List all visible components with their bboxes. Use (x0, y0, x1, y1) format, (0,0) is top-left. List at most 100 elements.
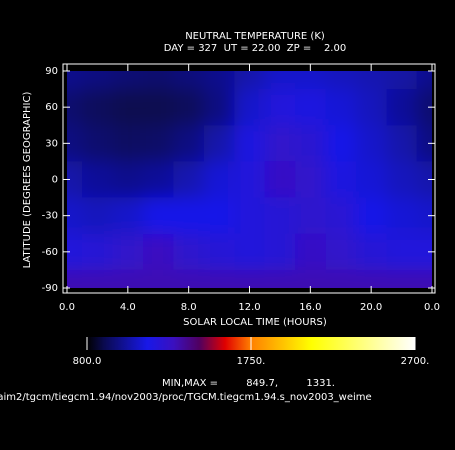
chart-title: NEUTRAL TEMPERATURE (K) (185, 31, 325, 42)
heat-cell (416, 269, 432, 288)
heat-cell (67, 269, 83, 288)
heat-cell (234, 233, 266, 271)
heat-cell (173, 71, 205, 90)
heat-cell (264, 161, 296, 199)
heatmap-clip (67, 71, 432, 288)
heat-cell (112, 161, 144, 199)
heat-cell (143, 233, 174, 271)
heat-cell (234, 71, 266, 90)
y-tick-label: 30 (45, 138, 58, 149)
heat-cell (143, 161, 174, 199)
colorbar-tick-label: 2700. (401, 356, 430, 367)
y-axis-label: LATITUDE (DEGREES GEOGRAPHIC) (22, 92, 33, 269)
heat-cell (143, 89, 174, 126)
heat-cell (295, 125, 327, 162)
x-tick-label: 0.0 (424, 302, 440, 313)
heat-cell (325, 125, 357, 162)
x-axis-label: SOLAR LOCAL TIME (HOURS) (183, 317, 327, 328)
heat-cell (264, 89, 296, 126)
colorbar-ticks: 800.0 1750. 2700. (73, 337, 430, 367)
x-tick-label: 8.0 (181, 302, 197, 313)
heat-cell (264, 233, 296, 271)
y-tick-label: -90 (42, 283, 58, 294)
heat-cell (355, 233, 387, 271)
heat-cell (82, 197, 114, 235)
heat-cell (112, 89, 144, 126)
heat-cell (143, 125, 174, 162)
heat-cell (416, 233, 432, 271)
heat-cell (82, 269, 114, 288)
colorbar-tick-label: 800.0 (73, 356, 102, 367)
y-tick-label: -60 (42, 247, 58, 258)
heat-cell (67, 233, 83, 271)
heat-cell (112, 125, 144, 162)
x-tick-label: 0.0 (59, 302, 75, 313)
heat-cell (143, 71, 174, 90)
y-tick-label: 90 (45, 66, 58, 77)
heat-cell (325, 161, 357, 199)
heat-cell (325, 89, 357, 126)
heat-cell (325, 197, 357, 235)
x-tick-label: 4.0 (120, 302, 136, 313)
minmax-label: MIN,MAX = (162, 378, 218, 389)
heat-cell (355, 71, 387, 90)
heat-cell (173, 89, 205, 126)
heat-cell (143, 197, 174, 235)
heat-cell (295, 233, 327, 271)
heat-cell (355, 269, 387, 288)
heat-cell (67, 125, 83, 162)
heat-cell (67, 71, 83, 90)
heat-cell (416, 71, 432, 90)
heat-cell (295, 161, 327, 199)
heat-cell (416, 89, 432, 126)
heat-cell (234, 89, 266, 126)
heat-cell (112, 233, 144, 271)
heat-cell (234, 161, 266, 199)
heat-cell (234, 197, 266, 235)
heat-cell (112, 71, 144, 90)
heat-cell (386, 197, 418, 235)
heat-cell (173, 125, 205, 162)
heat-cell (234, 269, 266, 288)
heat-cell (173, 233, 205, 271)
heat-cell (386, 125, 418, 162)
heat-cell (203, 197, 235, 235)
x-tick-label: 20.0 (360, 302, 382, 313)
heat-cell (386, 161, 418, 199)
heat-cell (203, 161, 235, 199)
y-tick-label: 60 (45, 102, 58, 113)
heat-cell (264, 197, 296, 235)
heat-cell (295, 197, 327, 235)
heat-cell (82, 125, 114, 162)
y-tick-label: 0 (52, 175, 58, 186)
heat-cell (386, 269, 418, 288)
heat-cell (82, 71, 114, 90)
heatmap (67, 71, 432, 288)
heat-cell (264, 125, 296, 162)
colorbar-tick-label: 1750. (237, 356, 266, 367)
heat-cell (325, 269, 357, 288)
heat-cell (355, 89, 387, 126)
heat-cell (143, 269, 174, 288)
heat-cell (295, 89, 327, 126)
x-tick-label: 12.0 (238, 302, 260, 313)
heat-cell (112, 197, 144, 235)
heat-cell (203, 269, 235, 288)
min-value: 849.7, (246, 378, 278, 389)
heat-cell (82, 89, 114, 126)
heat-cell (325, 71, 357, 90)
heat-cell (386, 233, 418, 271)
heat-cell (325, 233, 357, 271)
heat-cell (416, 197, 432, 235)
x-tick-label: 16.0 (299, 302, 321, 313)
y-tick-label: -30 (42, 211, 58, 222)
heat-cell (173, 161, 205, 199)
heat-cell (173, 269, 205, 288)
heat-cell (295, 269, 327, 288)
heat-cell (67, 89, 83, 126)
footer-path: /aim2/tgcm/tiegcm1.94/nov2003/proc/TGCM.… (0, 392, 372, 403)
heat-cell (355, 197, 387, 235)
